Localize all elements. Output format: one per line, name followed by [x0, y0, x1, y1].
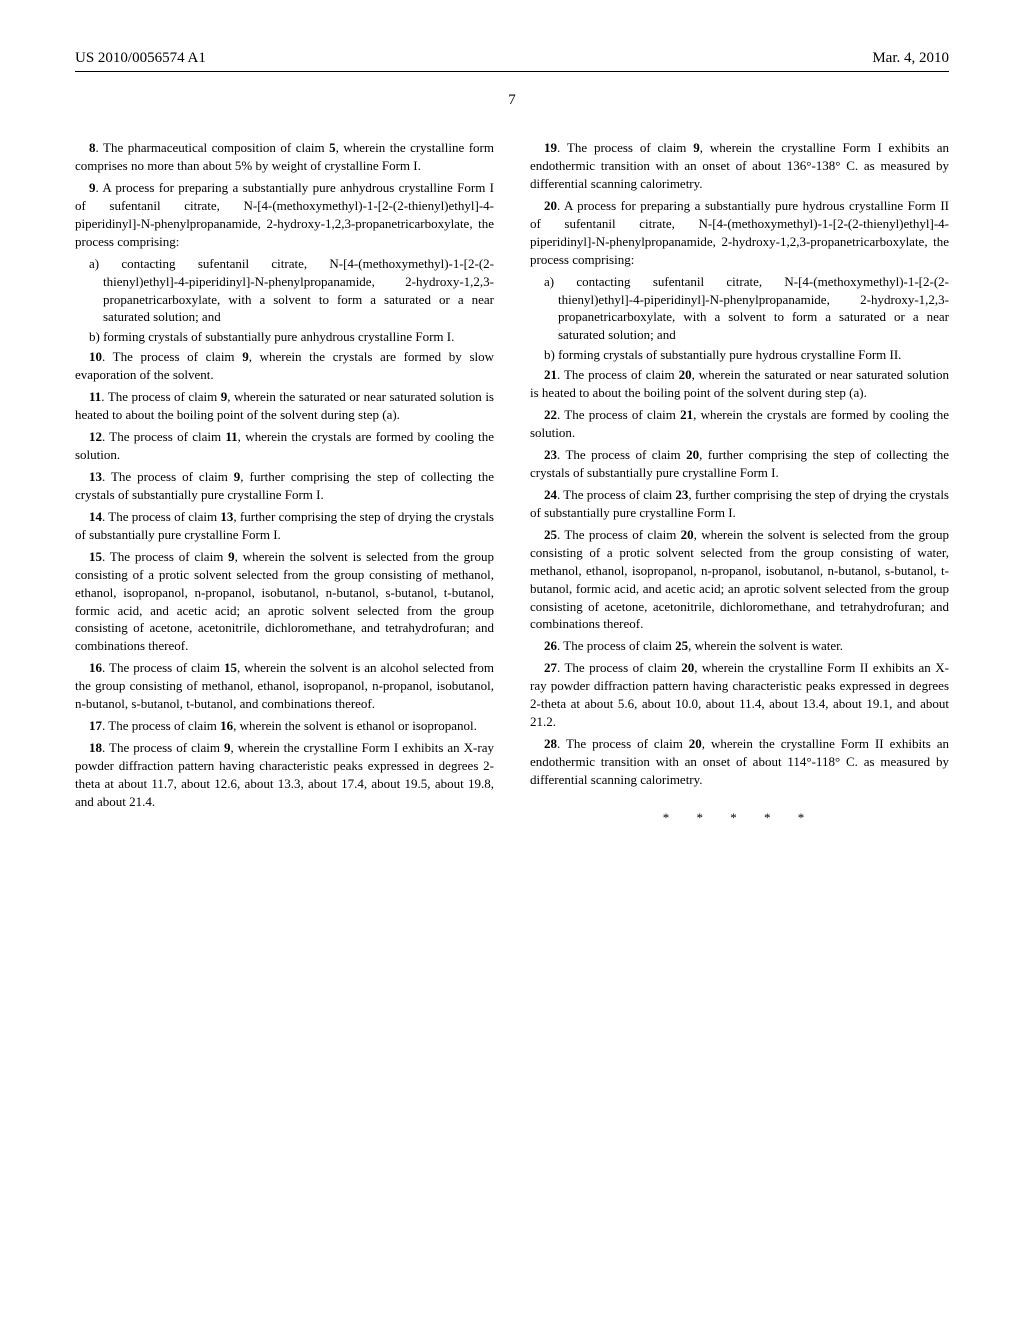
- claim-16: 16. The process of claim 15, wherein the…: [75, 659, 494, 713]
- claim-20-a: a) contacting sufentanil citrate, N-[4-(…: [530, 273, 949, 345]
- claim-10: 10. The process of claim 9, wherein the …: [75, 348, 494, 384]
- patent-page: US 2010/0056574 A1 Mar. 4, 2010 7 8. The…: [0, 0, 1024, 887]
- claim-25: 25. The process of claim 20, wherein the…: [530, 526, 949, 634]
- end-of-document-mark: * * * * *: [530, 809, 949, 827]
- publication-date: Mar. 4, 2010: [872, 50, 949, 67]
- claim-8: 8. The pharmaceutical composition of cla…: [75, 139, 494, 175]
- left-column: 8. The pharmaceutical composition of cla…: [75, 139, 494, 827]
- claim-11: 11. The process of claim 9, wherein the …: [75, 388, 494, 424]
- claim-21: 21. The process of claim 20, wherein the…: [530, 366, 949, 402]
- claim-13: 13. The process of claim 9, further comp…: [75, 468, 494, 504]
- claim-18: 18. The process of claim 9, wherein the …: [75, 739, 494, 811]
- page-header: US 2010/0056574 A1 Mar. 4, 2010: [75, 50, 949, 72]
- claim-9-a: a) contacting sufentanil citrate, N-[4-(…: [75, 255, 494, 327]
- claim-28: 28. The process of claim 20, wherein the…: [530, 735, 949, 789]
- claim-19: 19. The process of claim 9, wherein the …: [530, 139, 949, 193]
- claim-20-b: b) forming crystals of substantially pur…: [530, 346, 949, 364]
- claim-15: 15. The process of claim 9, wherein the …: [75, 548, 494, 656]
- page-number: 7: [75, 92, 949, 109]
- claim-26: 26. The process of claim 25, wherein the…: [530, 637, 949, 655]
- claim-14: 14. The process of claim 13, further com…: [75, 508, 494, 544]
- claim-20: 20. A process for preparing a substantia…: [530, 197, 949, 269]
- claim-9: 9. A process for preparing a substantial…: [75, 179, 494, 251]
- right-column: 19. The process of claim 9, wherein the …: [530, 139, 949, 827]
- claim-12: 12. The process of claim 11, wherein the…: [75, 428, 494, 464]
- claim-17: 17. The process of claim 16, wherein the…: [75, 717, 494, 735]
- claim-9-b: b) forming crystals of substantially pur…: [75, 328, 494, 346]
- two-column-layout: 8. The pharmaceutical composition of cla…: [75, 139, 949, 827]
- claim-24: 24. The process of claim 23, further com…: [530, 486, 949, 522]
- claim-27: 27. The process of claim 20, wherein the…: [530, 659, 949, 731]
- claim-23: 23. The process of claim 20, further com…: [530, 446, 949, 482]
- publication-number: US 2010/0056574 A1: [75, 50, 206, 67]
- claim-22: 22. The process of claim 21, wherein the…: [530, 406, 949, 442]
